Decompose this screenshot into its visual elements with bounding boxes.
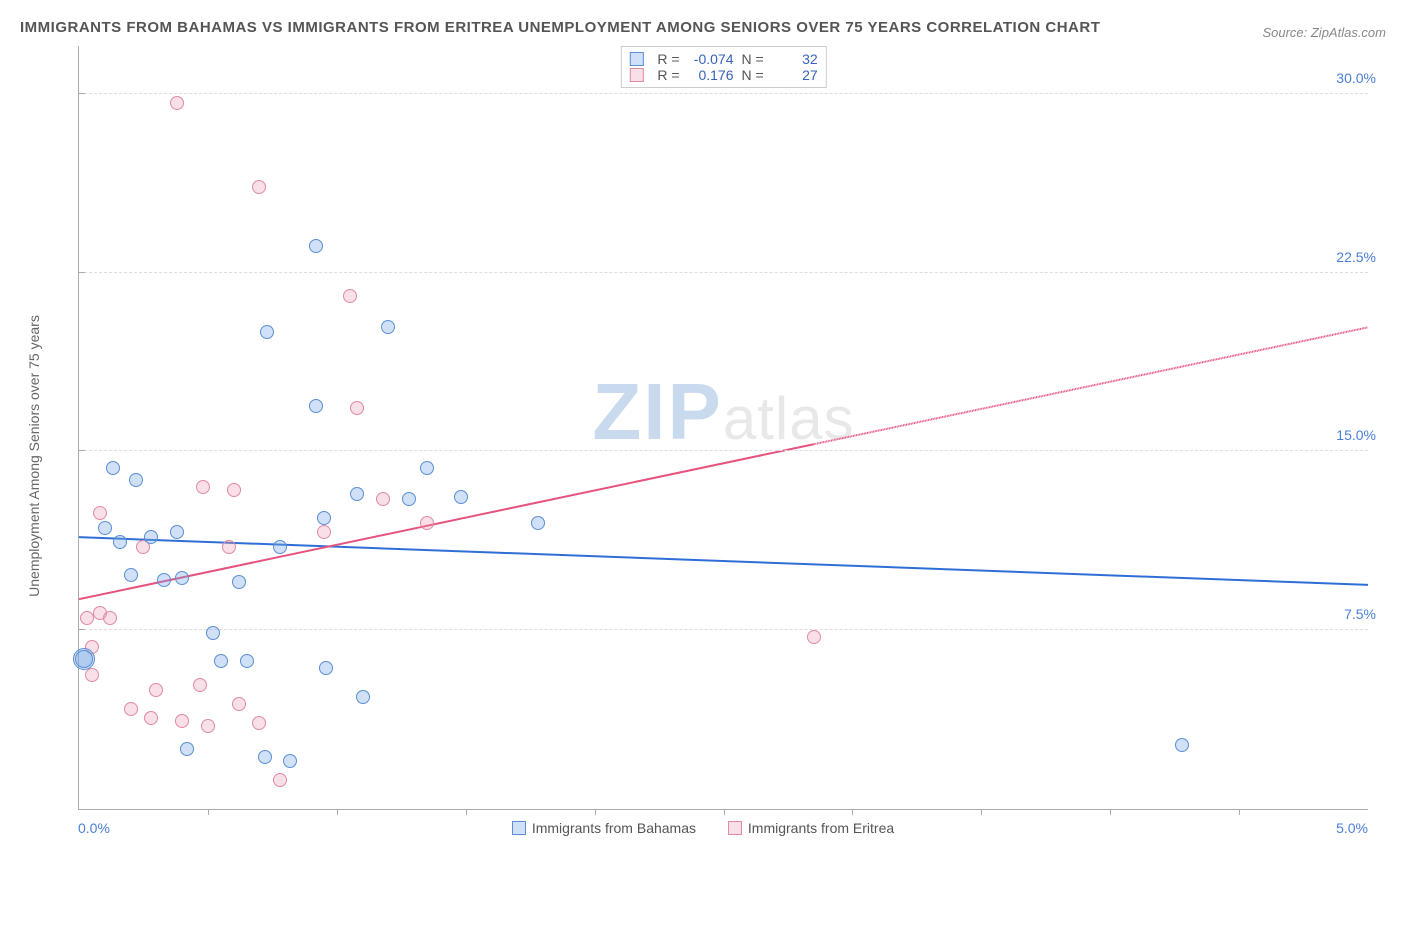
data-point-eritrea (175, 714, 189, 728)
swatch-eritrea-bottom (728, 821, 742, 835)
data-point-eritrea (103, 611, 117, 625)
watermark: ZIPatlas (592, 366, 854, 458)
data-point-eritrea (317, 525, 331, 539)
data-point-eritrea (232, 697, 246, 711)
data-point-bahamas (356, 690, 370, 704)
data-point-eritrea (124, 702, 138, 716)
data-point-bahamas (273, 540, 287, 554)
gridline (79, 629, 1368, 630)
data-point-eritrea (196, 480, 210, 494)
swatch-bahamas (629, 52, 643, 66)
data-point-eritrea (420, 516, 434, 530)
data-point-bahamas (106, 461, 120, 475)
chart-title: IMMIGRANTS FROM BAHAMAS VS IMMIGRANTS FR… (20, 16, 1100, 40)
data-point-eritrea (343, 289, 357, 303)
y-tick-label: 7.5% (1344, 606, 1376, 622)
bottom-legend: Immigrants from Bahamas Immigrants from … (20, 820, 1386, 838)
data-point-eritrea (170, 96, 184, 110)
data-point-eritrea (807, 630, 821, 644)
data-point-bahamas (129, 473, 143, 487)
data-point-bahamas (1175, 738, 1189, 752)
data-point-eritrea (144, 711, 158, 725)
data-point-bahamas (214, 654, 228, 668)
data-point-eritrea (273, 773, 287, 787)
data-point-bahamas (98, 521, 112, 535)
data-point-bahamas (531, 516, 545, 530)
data-point-bahamas (157, 573, 171, 587)
plot-area: R =-0.074 N =32 R =0.176 N =27 ZIPatlas … (78, 46, 1368, 810)
data-point-bahamas (144, 530, 158, 544)
data-point-bahamas (319, 661, 333, 675)
data-point-eritrea (252, 716, 266, 730)
data-point-bahamas (170, 525, 184, 539)
data-point-bahamas (180, 742, 194, 756)
data-point-eritrea (350, 401, 364, 415)
swatch-bahamas-bottom (512, 821, 526, 835)
data-point-eritrea (149, 683, 163, 697)
data-point-eritrea (376, 492, 390, 506)
y-tick-label: 30.0% (1336, 70, 1376, 86)
data-point-eritrea (222, 540, 236, 554)
stats-legend: R =-0.074 N =32 R =0.176 N =27 (620, 46, 826, 88)
chart-container: Unemployment Among Seniors over 75 years… (20, 46, 1386, 866)
y-tick-label: 22.5% (1336, 249, 1376, 265)
y-tick-label: 15.0% (1336, 427, 1376, 443)
data-point-bahamas (350, 487, 364, 501)
data-point-bahamas (124, 568, 138, 582)
data-point-eritrea (80, 611, 94, 625)
trend-lines (79, 46, 1368, 809)
data-point-bahamas (260, 325, 274, 339)
source-label: Source: ZipAtlas.com (1262, 25, 1386, 40)
data-point-bahamas (420, 461, 434, 475)
gridline (79, 272, 1368, 273)
data-point-bahamas (240, 654, 254, 668)
data-point-eritrea (252, 180, 266, 194)
data-point-bahamas (317, 511, 331, 525)
gridline (79, 450, 1368, 451)
data-point-bahamas (381, 320, 395, 334)
data-point-bahamas (283, 754, 297, 768)
data-point-eritrea (85, 668, 99, 682)
data-point-bahamas (113, 535, 127, 549)
data-point-bahamas (309, 239, 323, 253)
data-point-bahamas (454, 490, 468, 504)
data-point-bahamas (206, 626, 220, 640)
data-point-bahamas (75, 650, 93, 668)
data-point-bahamas (232, 575, 246, 589)
data-point-eritrea (93, 506, 107, 520)
data-point-bahamas (309, 399, 323, 413)
data-point-eritrea (227, 483, 241, 497)
data-point-bahamas (258, 750, 272, 764)
y-axis-label: Unemployment Among Seniors over 75 years (26, 315, 42, 597)
data-point-bahamas (402, 492, 416, 506)
gridline (79, 93, 1368, 94)
data-point-bahamas (175, 571, 189, 585)
data-point-eritrea (193, 678, 207, 692)
swatch-eritrea (629, 68, 643, 82)
data-point-eritrea (201, 719, 215, 733)
